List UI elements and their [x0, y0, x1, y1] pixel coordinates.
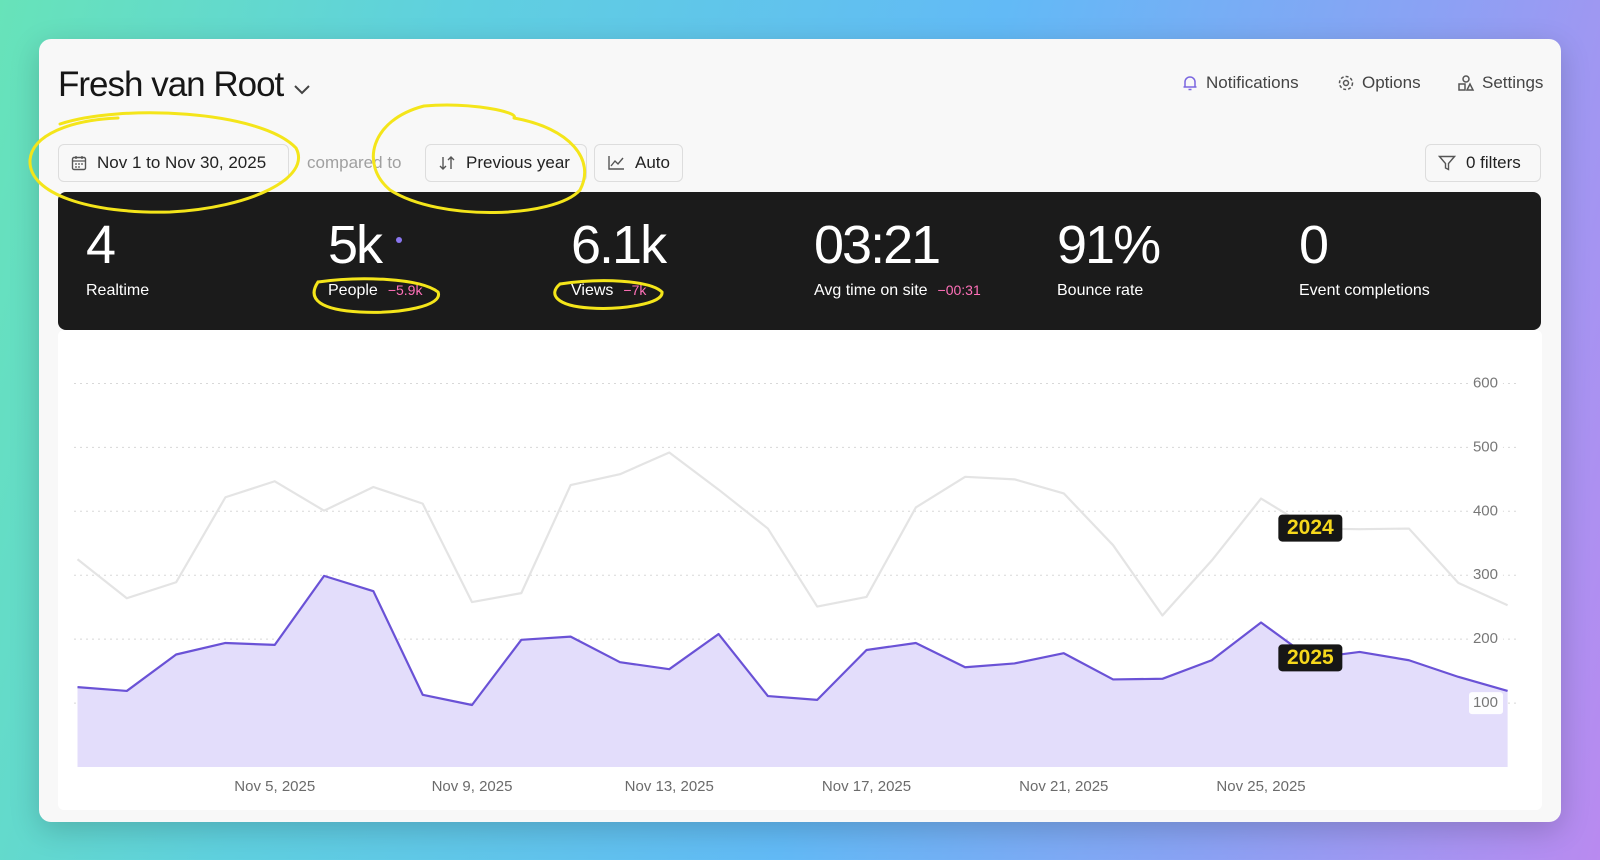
stat-label: People	[328, 282, 378, 299]
series-tag-label: 2024	[1287, 516, 1334, 539]
x-tick-label: Nov 5, 2025	[234, 778, 315, 795]
action-label: Settings	[1482, 73, 1544, 92]
y-tick-label-box	[1469, 564, 1503, 587]
stat-value: 6.1k	[571, 215, 667, 275]
stat-value: 4	[86, 215, 116, 275]
series-tag: 2025	[1278, 644, 1343, 672]
action-label: Options	[1362, 73, 1421, 92]
compare-button[interactable]: Previous year	[425, 144, 587, 182]
stat-value: 5k	[328, 214, 404, 276]
chevron-icon	[294, 85, 310, 95]
shapes-icon	[1458, 75, 1475, 91]
filters: 0 filters	[1466, 153, 1521, 172]
stat-value: 03:21	[814, 215, 941, 275]
y-tick-label-box	[1469, 628, 1503, 651]
x-tick-label: Nov 21, 2025	[1019, 778, 1108, 795]
y-tick-label: 300	[1473, 566, 1498, 583]
site-title[interactable]: Fresh van Root	[58, 65, 312, 105]
y-tick-label: 500	[1473, 438, 1498, 455]
options-button[interactable]: Options	[1337, 73, 1421, 93]
y-tick-label: 400	[1473, 502, 1498, 519]
stats-bar: 4 Realtime 5k People −5.9k 6.1k Views −7k 03…	[58, 192, 1541, 330]
series-line	[76, 451, 1509, 617]
notifications-button[interactable]: Notifications	[1181, 73, 1299, 93]
interval-button[interactable]: Auto	[594, 144, 683, 182]
bell-icon	[1183, 76, 1197, 91]
y-tick-label-box	[1469, 436, 1503, 459]
settings-button[interactable]: Settings	[1457, 73, 1543, 93]
interval: Auto	[635, 153, 670, 172]
y-tick-label: 100	[1473, 694, 1498, 711]
date-range: Nov 1 to Nov 30, 2025	[97, 153, 267, 172]
action-label: Notifications	[1206, 73, 1299, 92]
compare-label: compared to	[307, 153, 402, 172]
site-name: Fresh van Root	[58, 65, 284, 104]
calendar-icon	[71, 156, 87, 171]
stat-number: 5k	[328, 215, 383, 275]
filters-button[interactable]: 0 filters	[1425, 144, 1541, 182]
x-tick-label: Nov 9, 2025	[432, 778, 513, 795]
x-tick-label: Nov 13, 2025	[625, 778, 714, 795]
y-tick-label-box	[1469, 692, 1503, 715]
series-tag-label: 2025	[1287, 646, 1334, 669]
chart-icon	[608, 156, 624, 170]
stat-label: Realtime	[86, 282, 150, 299]
chart: Nov 5, 2025 Nov 9, 2025 Nov 13, 2025 Nov 17…	[58, 330, 1542, 810]
swap-icon	[439, 156, 455, 170]
series-line	[77, 574, 1508, 707]
dashboard-card: Fresh van Root Notifications Options Set…	[39, 39, 1561, 822]
live-dot	[396, 237, 403, 243]
filter-icon	[1438, 155, 1456, 171]
stat-change: −7k	[623, 282, 647, 298]
series-tag-box	[1278, 514, 1343, 542]
y-tick-label-box	[1469, 372, 1503, 395]
stat-label: Avg time on site	[814, 282, 928, 299]
stat-change: −00:31	[937, 282, 981, 298]
series-tag-box	[1278, 644, 1343, 672]
series-area	[77, 575, 1508, 767]
series-tag: 2024	[1278, 514, 1343, 542]
stat-value: 91%	[1057, 215, 1161, 275]
x-tick-label: Nov 25, 2025	[1216, 778, 1305, 795]
stat-value: 0	[1299, 215, 1329, 275]
x-tick-label: Nov 17, 2025	[822, 778, 911, 795]
stat-change: −5.9k	[387, 282, 423, 298]
y-tick-label: 600	[1473, 374, 1498, 391]
stat-label: Views	[571, 282, 614, 299]
y-tick-label: 200	[1473, 630, 1498, 647]
y-tick-label-box	[1469, 500, 1503, 523]
date-range-button[interactable]: Nov 1 to Nov 30, 2025	[58, 144, 289, 182]
compare-mode: Previous year	[466, 153, 570, 172]
gear-icon	[1338, 75, 1354, 91]
stat-label: Event completions	[1299, 282, 1430, 299]
stat-label: Bounce rate	[1057, 282, 1144, 299]
